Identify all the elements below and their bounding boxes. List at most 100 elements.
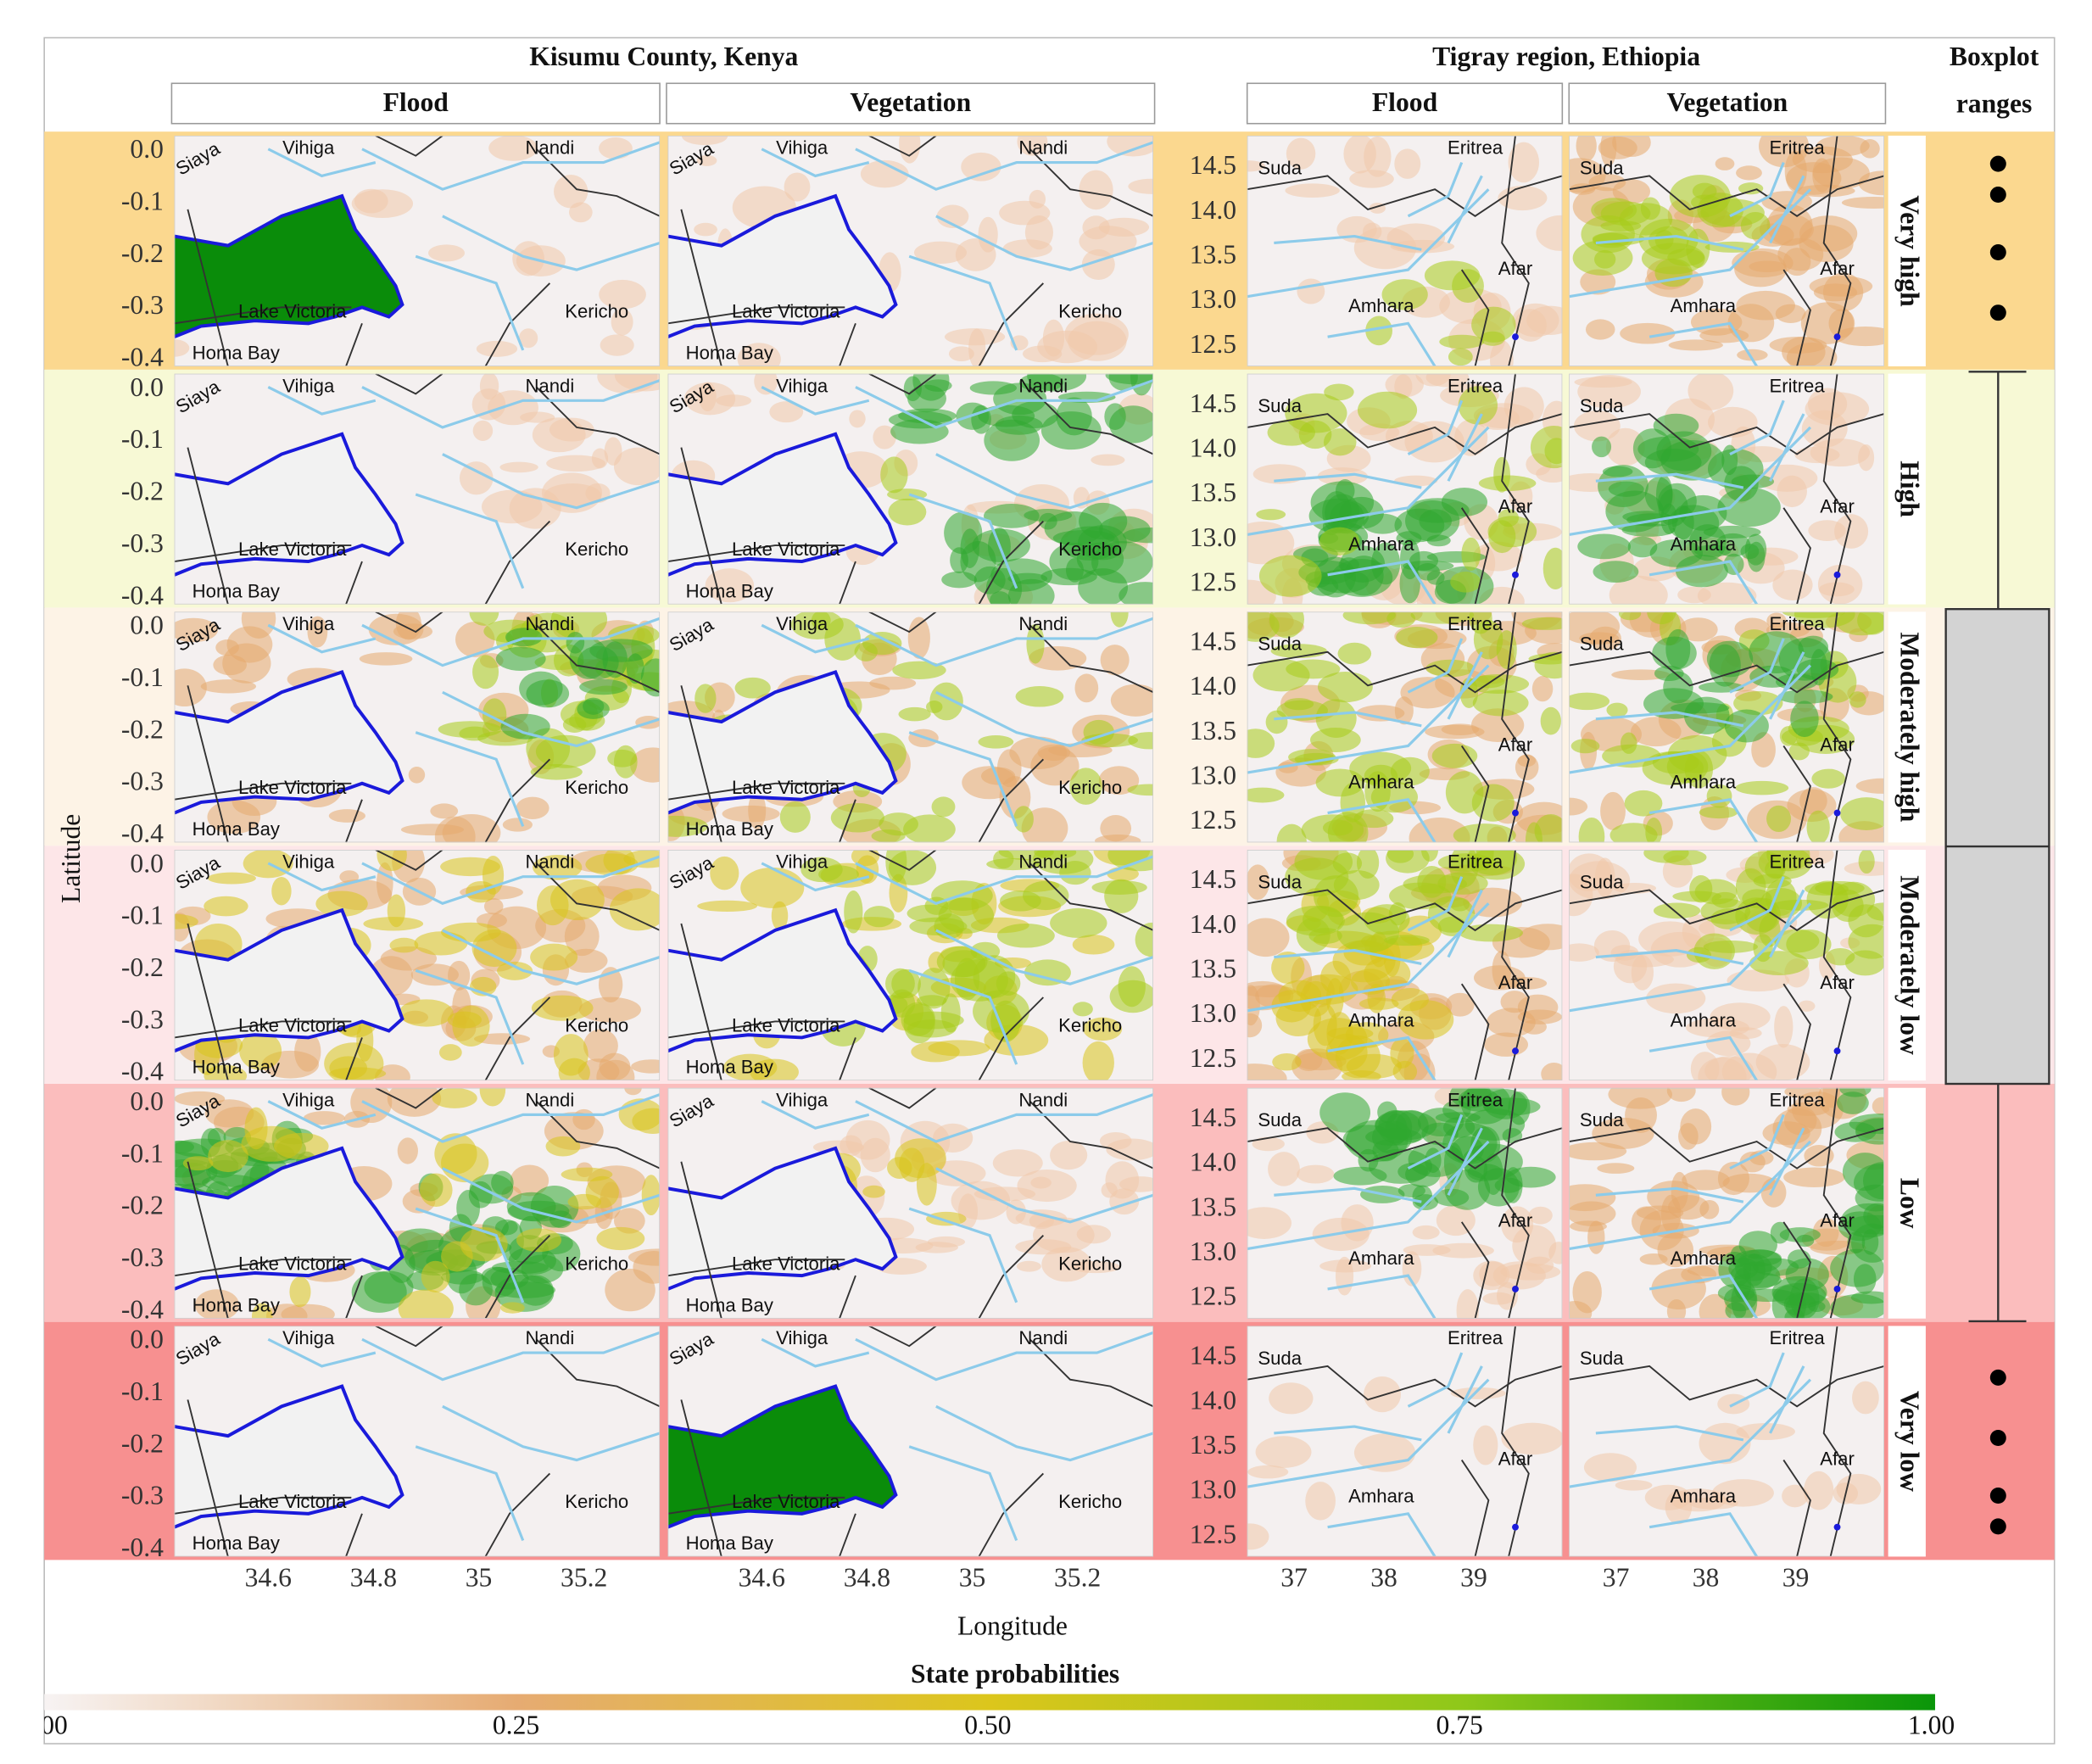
probability-patch	[682, 135, 728, 146]
river	[761, 148, 870, 178]
place-label: Eritrea	[1770, 137, 1826, 159]
probability-patch	[1612, 179, 1651, 204]
border	[978, 1235, 1045, 1319]
probability-patch	[271, 877, 292, 906]
border	[868, 850, 937, 871]
lake	[174, 196, 403, 366]
river	[1327, 321, 1437, 366]
border	[667, 1259, 845, 1277]
probability-patch	[1531, 676, 1554, 702]
probability-patch	[1394, 374, 1413, 399]
probability-patch	[1667, 505, 1720, 542]
border	[174, 782, 352, 801]
river	[761, 623, 870, 654]
probability-patch	[1592, 436, 1612, 458]
probability-patch	[520, 411, 555, 423]
river	[415, 254, 525, 351]
content: Kisumu County, Kenya Tigray region, Ethio…	[44, 42, 2055, 1739]
place-label: Vihiga	[776, 613, 828, 634]
place-label: Nandi	[525, 613, 574, 634]
lon-tick-label: 35	[466, 1562, 493, 1592]
probability-patch	[1247, 787, 1285, 803]
lake-dot	[1512, 1286, 1519, 1292]
lat-tick-label: 12.5	[1190, 329, 1236, 359]
border	[978, 282, 1045, 366]
probability-patch	[1761, 191, 1812, 213]
probability-patch	[1508, 142, 1540, 183]
probability-patch	[1458, 386, 1498, 425]
place-label: Kericho	[565, 1491, 628, 1512]
probability-patch	[1804, 1471, 1834, 1510]
probability-patch	[1037, 330, 1098, 364]
probability-patch	[1837, 1091, 1869, 1114]
probability-patch	[1013, 806, 1034, 833]
probability-patch	[1323, 428, 1357, 456]
place-label: Vihiga	[282, 851, 335, 873]
river	[935, 1404, 1154, 1462]
probability-patch	[1528, 1206, 1553, 1225]
lake	[667, 196, 896, 366]
probability-patch	[1783, 1167, 1845, 1187]
probability-patch	[1756, 464, 1818, 492]
probability-patch	[1426, 570, 1445, 585]
river	[1769, 175, 1805, 244]
probability-patch	[1317, 671, 1373, 703]
probability-patch	[1621, 523, 1676, 537]
place-label: Homa Bay	[686, 1294, 774, 1315]
probability-patch	[1305, 1482, 1336, 1521]
outlier	[1989, 1369, 2006, 1386]
probability-patch	[1667, 248, 1704, 266]
place-label: Homa Bay	[192, 1294, 281, 1315]
place-label: Afar	[1820, 972, 1855, 993]
river	[1327, 1036, 1437, 1081]
probability-patch	[1410, 611, 1475, 624]
probability-patch	[1811, 768, 1845, 789]
probability-patch	[1268, 1152, 1300, 1186]
place-label: Amhara	[1671, 533, 1737, 555]
probability-patch	[978, 216, 998, 253]
probability-patch	[957, 1193, 979, 1230]
probability-patch	[1461, 537, 1481, 571]
probability-patch	[1850, 1291, 1884, 1304]
probability-patch	[1569, 692, 1610, 711]
probability-patch	[1666, 1087, 1696, 1102]
probability-patch	[1848, 904, 1884, 938]
lat-tick-label: 13.5	[1190, 1430, 1236, 1460]
place-label: Nandi	[525, 375, 574, 396]
probability-patch	[393, 623, 433, 639]
outlier	[1989, 304, 2006, 321]
strip	[1246, 82, 1564, 125]
probability-patch	[1271, 951, 1305, 985]
probability-patch	[500, 1302, 525, 1314]
place-label: Eritrea	[1448, 1327, 1503, 1348]
probability-patch	[1390, 1038, 1414, 1069]
place-label: Nandi	[525, 851, 574, 873]
probability-patch	[1536, 215, 1563, 251]
probability-patch	[1123, 527, 1154, 544]
probability-patch	[1286, 659, 1341, 679]
place-label: Eritrea	[1448, 375, 1503, 396]
river	[442, 1167, 661, 1224]
border	[1247, 1127, 1563, 1169]
probability-patch	[912, 373, 950, 401]
probability-patch	[1576, 135, 1597, 162]
probability-patch	[641, 1175, 661, 1216]
place-label: Kericho	[1058, 1253, 1122, 1274]
probability-patch	[359, 652, 413, 666]
row-label-box	[1888, 373, 1926, 605]
lon-tick-label: 35.2	[1054, 1562, 1101, 1592]
place-label: Vihiga	[776, 1327, 828, 1348]
probability-patch	[611, 308, 633, 336]
colorbar-tick-label: 0.25	[493, 1710, 539, 1739]
river	[361, 617, 661, 667]
map-panel: Suda Eritrea Afar Amhara	[1247, 850, 1563, 1081]
place-label: Suda	[1580, 634, 1624, 655]
lake	[174, 672, 403, 843]
lat-tick-label: 13.0	[1190, 761, 1236, 790]
river	[1407, 1352, 1464, 1408]
probability-patch	[1110, 611, 1129, 628]
river	[761, 1337, 870, 1368]
